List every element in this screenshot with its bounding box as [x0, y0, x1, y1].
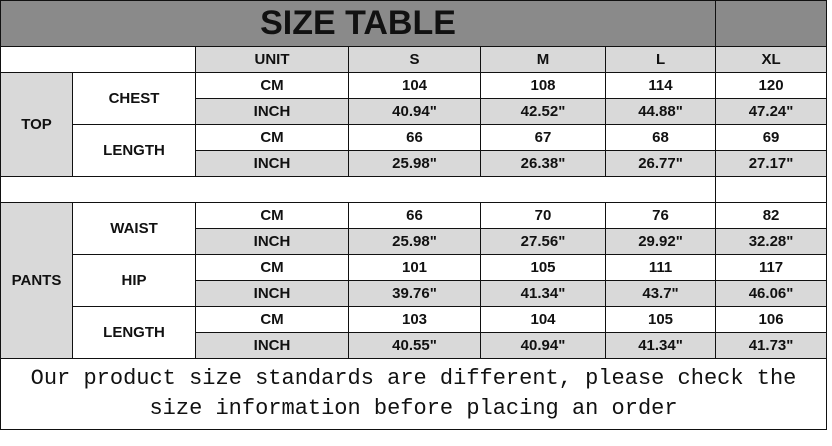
value-cell: 67	[480, 124, 606, 151]
table-row: INCH 40.55" 40.94" 41.34" 41.73"	[1, 332, 828, 359]
value-cell: 66	[348, 124, 481, 151]
value-cell: 108	[480, 72, 606, 99]
value-cell: 27.17"	[715, 150, 828, 177]
header-size: XL	[715, 46, 828, 73]
value-cell: 69	[715, 124, 828, 151]
value-cell: 26.77"	[604, 150, 717, 177]
value-cell: 101	[348, 254, 481, 281]
measure-label: LENGTH	[72, 124, 196, 177]
value-cell: 111	[604, 254, 717, 281]
value-cell: 114	[604, 72, 717, 99]
table-row: INCH 39.76" 41.34" 43.7" 46.06"	[1, 280, 828, 307]
footer-note: Our product size standards are different…	[0, 358, 828, 430]
spacer-cell	[0, 176, 717, 203]
unit-cell: INCH	[195, 228, 349, 255]
measure-label: CHEST	[72, 72, 196, 125]
table-row: LENGTH CM 66 67 68 69	[1, 124, 828, 177]
header-size: M	[480, 46, 606, 73]
value-cell: 40.94"	[348, 98, 481, 125]
value-cell: 42.52"	[480, 98, 606, 125]
header-unit: UNIT	[195, 46, 349, 73]
unit-cell: CM	[195, 254, 349, 281]
value-cell: 106	[715, 306, 828, 333]
value-cell: 40.55"	[348, 332, 481, 359]
value-cell: 68	[604, 124, 717, 151]
table-row: PANTS WAIST CM 66 70 76 82	[0, 202, 828, 359]
value-cell: 44.88"	[604, 98, 717, 125]
table-row: INCH 25.98" 26.38" 26.77" 27.17"	[1, 150, 828, 177]
measure-label: WAIST	[72, 202, 196, 255]
header-blank	[0, 46, 196, 73]
header-size: L	[604, 46, 717, 73]
table-row: HIP CM 101 105 111 117	[1, 254, 828, 307]
value-cell: 105	[480, 254, 606, 281]
value-cell: 46.06"	[715, 280, 828, 307]
unit-cell: INCH	[195, 332, 349, 359]
table-row: LENGTH CM 103 104 105 106	[1, 306, 828, 359]
value-cell: 41.34"	[480, 280, 606, 307]
group-label: TOP	[0, 72, 73, 177]
value-cell: 32.28"	[715, 228, 828, 255]
unit-cell: CM	[195, 124, 349, 151]
unit-cell: CM	[195, 306, 349, 333]
value-cell: 70	[480, 202, 606, 229]
unit-cell: INCH	[195, 150, 349, 177]
value-cell: 66	[348, 202, 481, 229]
value-cell: 76	[604, 202, 717, 229]
value-cell: 103	[348, 306, 481, 333]
group-label: PANTS	[0, 202, 73, 359]
value-cell: 25.98"	[348, 228, 481, 255]
table-row: INCH 40.94" 42.52" 44.88" 47.24"	[1, 98, 828, 125]
value-cell: 104	[480, 306, 606, 333]
title-blank-cell	[715, 0, 828, 47]
page-title: SIZE TABLE	[0, 0, 717, 47]
value-cell: 105	[604, 306, 717, 333]
value-cell: 29.92"	[604, 228, 717, 255]
unit-cell: INCH	[195, 98, 349, 125]
header-row: UNIT S M L XL	[0, 46, 828, 73]
value-cell: 120	[715, 72, 828, 99]
value-cell: 40.94"	[480, 332, 606, 359]
measure-label: LENGTH	[72, 306, 196, 359]
header-size: S	[348, 46, 481, 73]
value-cell: 41.73"	[715, 332, 828, 359]
size-table: SIZE TABLE UNIT S M L XL TOP CHEST CM 104 10…	[0, 0, 828, 430]
unit-cell: CM	[195, 72, 349, 99]
value-cell: 26.38"	[480, 150, 606, 177]
value-cell: 25.98"	[348, 150, 481, 177]
table-row: TOP CHEST CM 104 108 114 120	[0, 72, 828, 177]
unit-cell: CM	[195, 202, 349, 229]
table-row: INCH 25.98" 27.56" 29.92" 32.28"	[1, 228, 828, 255]
measure-label: HIP	[72, 254, 196, 307]
value-cell: 82	[715, 202, 828, 229]
value-cell: 43.7"	[604, 280, 717, 307]
value-cell: 41.34"	[604, 332, 717, 359]
value-cell: 27.56"	[480, 228, 606, 255]
value-cell: 117	[715, 254, 828, 281]
spacer-row	[0, 176, 828, 203]
value-cell: 39.76"	[348, 280, 481, 307]
spacer-cell	[715, 176, 828, 203]
unit-cell: INCH	[195, 280, 349, 307]
value-cell: 104	[348, 72, 481, 99]
value-cell: 47.24"	[715, 98, 828, 125]
